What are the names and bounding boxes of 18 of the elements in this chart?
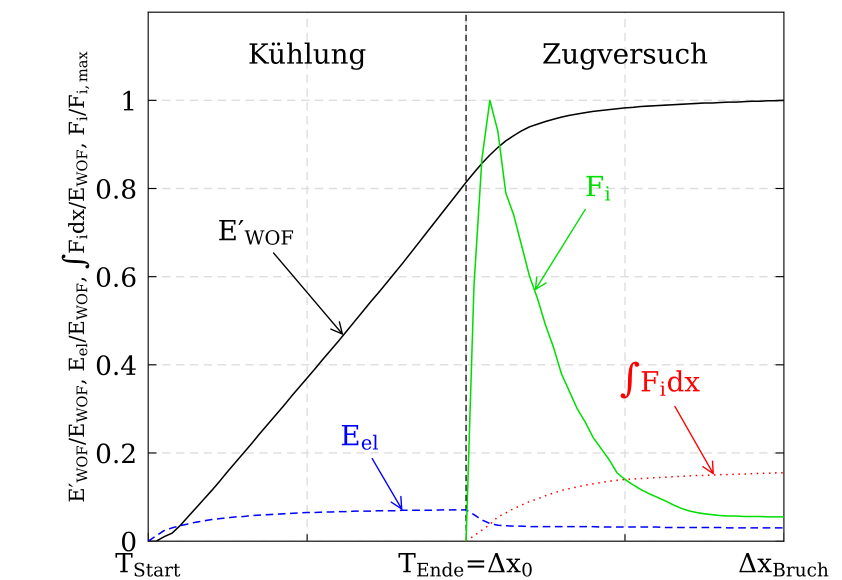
annotation: Zugversuch [543, 42, 708, 70]
x-tick-label: T$_{Ende}$=Δx$_{0}$ [398, 553, 532, 577]
y-tick-label: 1 [124, 90, 134, 110]
text: F$_{i}$ [586, 176, 610, 200]
text: E′$_{WOF}$ [68, 446, 88, 502]
text: ∫F$_{i}$dx [620, 362, 700, 398]
annotation: Kühlung [249, 42, 366, 70]
y-tick-label: 0.4 [96, 355, 136, 376]
text: /E$_{WOF}$, E$_{el}$/E$_{WOF}$, ∫F$_{i}$dx/E$_{WOF}$, F$_{i}$/F$_{i,max}$ [62, 52, 90, 445]
y-tick-label: 0.6 [96, 267, 136, 288]
text: E′$_{WOF}$ [219, 220, 294, 245]
text: E$_{el}$ [342, 424, 378, 450]
x-tick-label: Δx$_{Bruch}$ [739, 553, 828, 577]
y-tick-label: 0.2 [96, 443, 134, 464]
y-tick-label: 0.8 [96, 178, 136, 199]
line-series [465, 100, 784, 542]
x-tick-label: T$_{Start}$ [115, 553, 180, 577]
y-tick-label: 0 [122, 532, 136, 552]
